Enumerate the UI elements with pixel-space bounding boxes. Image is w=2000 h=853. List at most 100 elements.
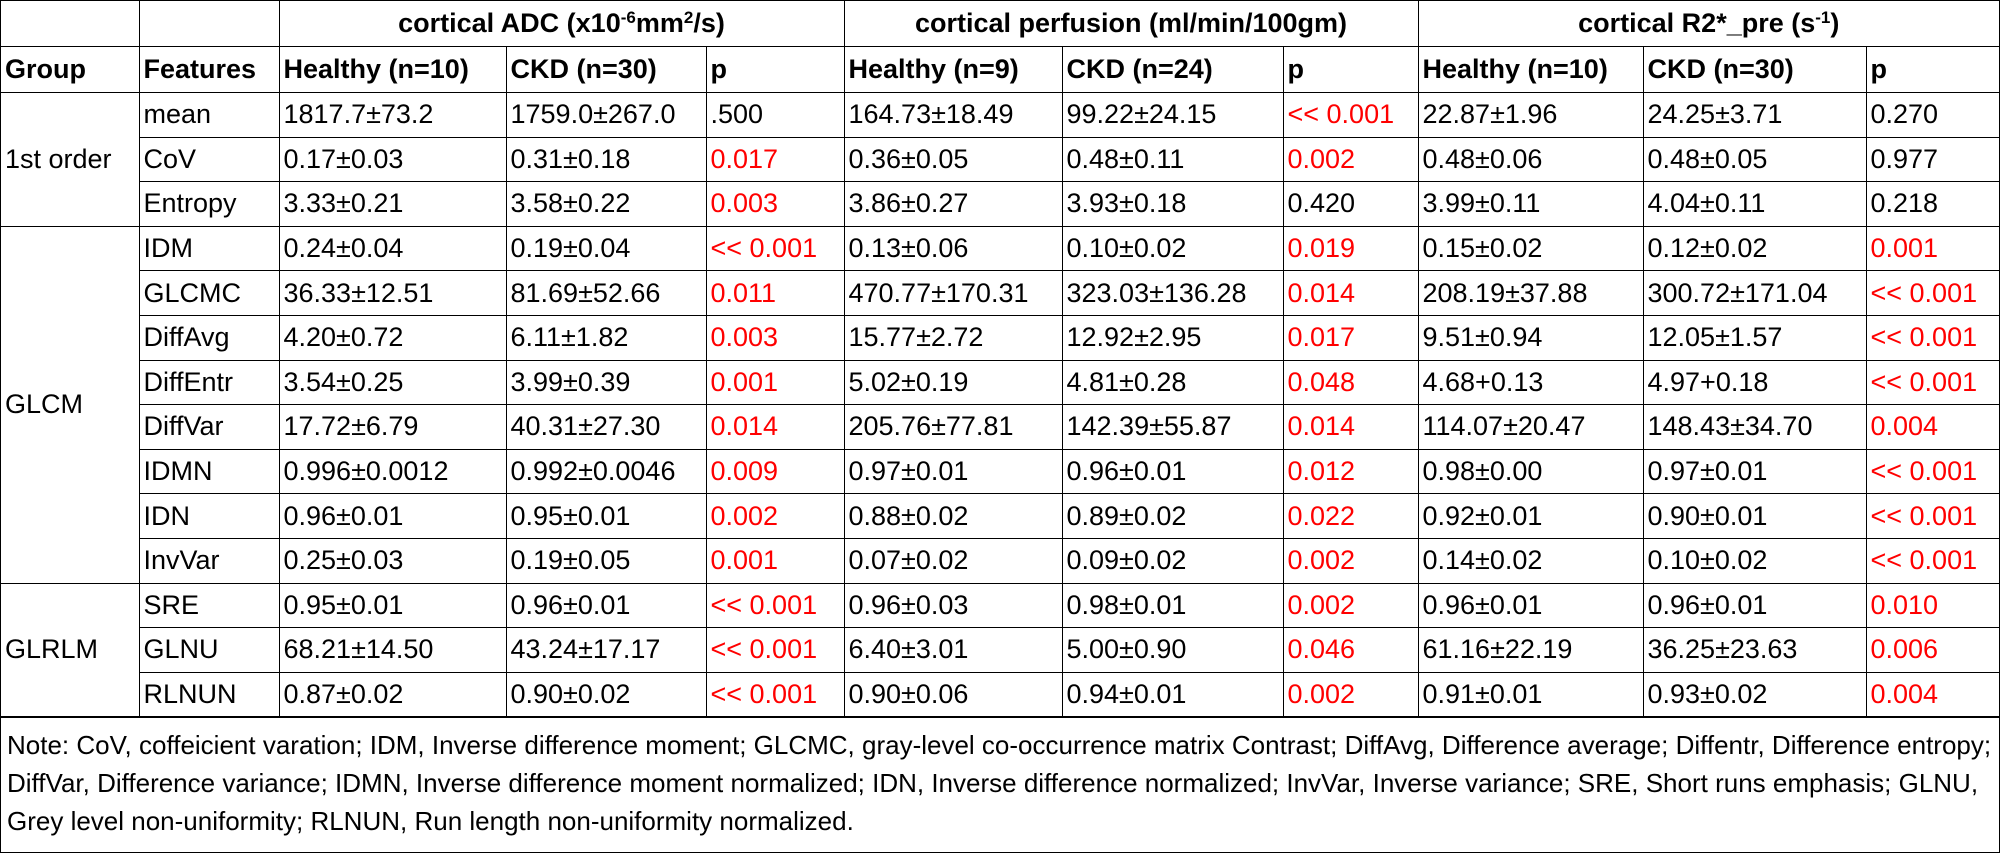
header-text: cortical ADC (x10 (398, 8, 621, 38)
value-cell: 99.22±24.15 (1061, 92, 1284, 138)
value-cell: 300.72±171.04 (1642, 270, 1867, 316)
value-cell: 0.014 (1282, 404, 1419, 450)
value-cell: 0.977 (1865, 136, 2000, 183)
value-cell: 68.21±14.50 (278, 627, 507, 673)
value-cell: 0.98±0.01 (1061, 582, 1284, 629)
value-cell: 3.99±0.11 (1417, 181, 1644, 227)
value-cell: 22.87±1.96 (1417, 92, 1644, 138)
value-cell: 0.95±0.01 (505, 493, 707, 539)
value-cell: 0.93±0.02 (1642, 671, 1867, 718)
results-table: cortical ADC (x10-6mm2/s) cortical perfus… (1, 1, 2000, 718)
value-cell: 0.92±0.01 (1417, 493, 1644, 539)
value-cell: 12.05±1.57 (1642, 314, 1867, 361)
data-row: InvVar 0.25±0.03 0.19±0.05 0.001 0.07±0.02 0.… (1, 537, 2000, 584)
value-cell: 0.012 (1282, 448, 1419, 495)
header-text: -1 (1815, 8, 1831, 27)
value-cell: 6.11±1.82 (505, 314, 707, 361)
value-cell: 0.48±0.05 (1642, 136, 1867, 183)
value-cell: 0.98±0.00 (1417, 448, 1644, 495)
value-cell: 4.81±0.28 (1061, 359, 1284, 406)
feature-cell: DiffVar (139, 404, 280, 450)
feature-cell: Entropy (139, 181, 280, 227)
footnote: Note: CoV, coffeicient varation; IDM, In… (1, 717, 1999, 840)
value-cell: << 0.001 (1865, 314, 2000, 361)
value-cell: 0.017 (705, 136, 845, 183)
value-cell: 0.048 (1282, 359, 1419, 406)
header-text: -6 (620, 8, 636, 27)
value-cell: 61.16±22.19 (1417, 627, 1644, 673)
value-cell: 0.19±0.05 (505, 537, 707, 584)
value-cell: 0.017 (1282, 314, 1419, 361)
header-text: /s) (693, 8, 725, 38)
feature-cell: IDMN (139, 448, 280, 495)
feature-cell: IDN (139, 493, 280, 539)
value-cell: 142.39±55.87 (1061, 404, 1284, 450)
value-cell: 0.94±0.01 (1061, 671, 1284, 718)
value-cell: 0.12±0.02 (1642, 225, 1867, 272)
header-text: mm (635, 8, 684, 38)
group-header: cortical perfusion (ml/min/100gm) (843, 1, 1419, 47)
value-cell: 6.40±3.01 (843, 627, 1063, 673)
data-row: IDMN 0.996±0.0012 0.992±0.0046 0.009 0.97±0.… (1, 448, 2000, 495)
column-header: Healthy (n=10) (1417, 46, 1644, 93)
value-cell: 0.25±0.03 (278, 537, 507, 584)
value-cell: 114.07±20.47 (1417, 404, 1644, 450)
group-cell: GLRLM (1, 582, 140, 718)
value-cell: << 0.001 (705, 225, 845, 272)
value-cell: 0.36±0.05 (843, 136, 1063, 183)
value-cell: 0.88±0.02 (843, 493, 1063, 539)
value-cell: 1759.0±267.0 (505, 92, 707, 138)
value-cell: << 0.001 (1282, 92, 1419, 138)
column-header: p (1865, 46, 2000, 93)
value-cell: 470.77±170.31 (843, 270, 1063, 316)
header-text: cortical R2*_pre (s (1578, 8, 1816, 38)
feature-cell: InvVar (139, 537, 280, 584)
value-cell: 3.54±0.25 (278, 359, 507, 406)
data-row: DiffVar 17.72±6.79 40.31±27.30 0.014 205.76±… (1, 404, 2000, 450)
value-cell: 0.004 (1865, 671, 2000, 718)
value-cell: 3.86±0.27 (843, 181, 1063, 227)
value-cell: 0.996±0.0012 (278, 448, 507, 495)
value-cell: 0.95±0.01 (278, 582, 507, 629)
value-cell: 0.001 (705, 537, 845, 584)
value-cell: 0.019 (1282, 225, 1419, 272)
value-cell: << 0.001 (705, 671, 845, 718)
value-cell: 3.58±0.22 (505, 181, 707, 227)
value-cell: 0.90±0.02 (505, 671, 707, 718)
value-cell: 0.96±0.01 (1642, 582, 1867, 629)
data-row: GLCM IDM 0.24±0.04 0.19±0.04 << 0.001 0.13±0.… (1, 225, 2000, 584)
value-cell: 0.218 (1865, 181, 2000, 227)
value-cell: 0.011 (705, 270, 845, 316)
data-row: CoV 0.17±0.03 0.31±0.18 0.017 0.36±0.05 0.48±… (1, 136, 2000, 183)
value-cell: 0.90±0.01 (1642, 493, 1867, 539)
group-cell: 1st order (1, 92, 140, 227)
value-cell: .500 (705, 92, 845, 138)
value-cell: 0.001 (1865, 225, 2000, 272)
value-cell: 323.03±136.28 (1061, 270, 1284, 316)
feature-cell: SRE (138, 582, 280, 629)
value-cell: 0.004 (1865, 404, 2000, 450)
value-cell: 4.04±0.11 (1642, 181, 1867, 227)
group-header: cortical R2*_pre (s-1) (1417, 1, 2000, 47)
column-header: CKD (n=24) (1061, 46, 1284, 93)
value-cell: << 0.001 (1865, 448, 2000, 495)
value-cell: << 0.001 (1865, 493, 2000, 539)
value-cell: 1817.7±73.2 (278, 92, 507, 138)
value-cell: 0.006 (1865, 627, 2000, 673)
feature-cell: mean (138, 92, 280, 138)
value-cell: 0.48±0.06 (1417, 136, 1644, 183)
value-cell: 0.022 (1282, 493, 1419, 539)
value-cell: 0.270 (1865, 92, 2000, 138)
data-row: GLCMC 36.33±12.51 81.69±52.66 0.011 470.77±1… (1, 270, 2000, 316)
column-header: p (705, 46, 845, 93)
value-cell: 0.10±0.02 (1061, 225, 1284, 272)
column-header: Healthy (n=10) (278, 46, 507, 93)
value-cell: 0.96±0.01 (1417, 582, 1644, 629)
value-cell: 148.43±34.70 (1642, 404, 1867, 450)
value-cell: 0.87±0.02 (278, 671, 507, 718)
value-cell: 0.009 (705, 448, 845, 495)
column-header: p (1282, 46, 1419, 93)
value-cell: 4.97+0.18 (1642, 359, 1867, 406)
value-cell: 0.046 (1282, 627, 1419, 673)
